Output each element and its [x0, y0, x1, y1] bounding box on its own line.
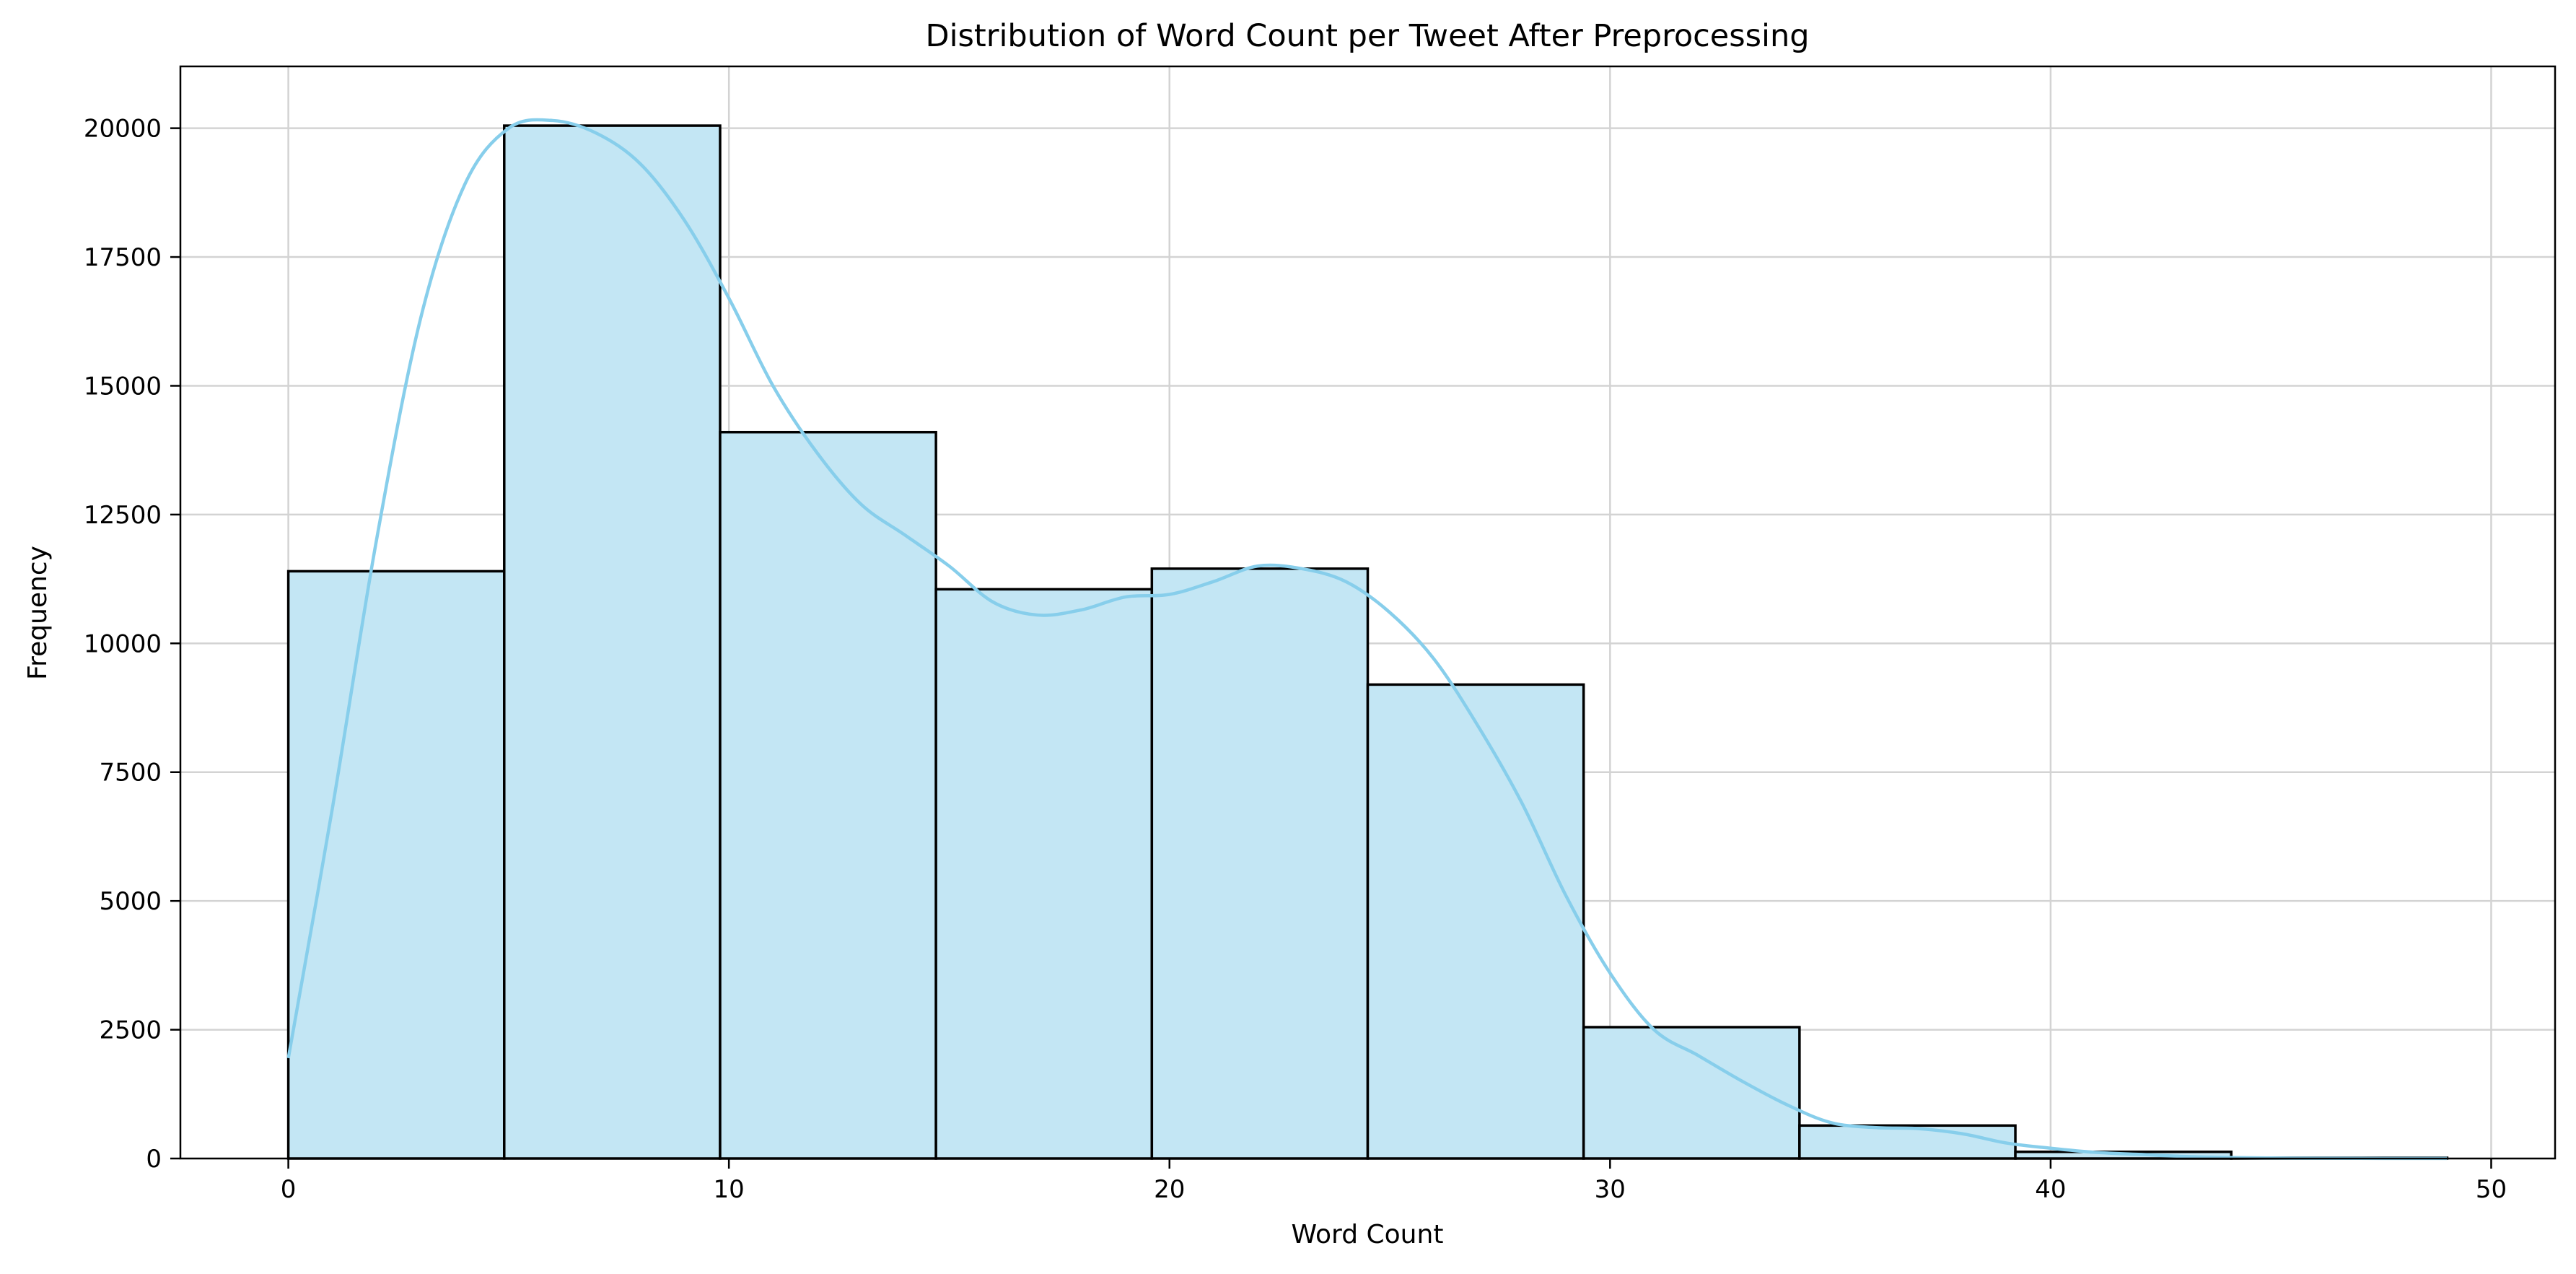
- kde-curve: [286, 118, 2448, 1161]
- plot-frame: [179, 65, 2557, 1160]
- y-tick-label: 12500: [84, 501, 162, 530]
- y-tick-label: 5000: [99, 887, 162, 916]
- y-axis-label: Frequency: [23, 546, 53, 680]
- tick-layer: 0 10 20 30 40 50 0 2500 5000 7500 10000 12500 15000 1…: [84, 115, 2507, 1204]
- histogram-bar: [286, 570, 506, 1160]
- chart-title: Distribution of Word Count per Tweet Aft…: [925, 18, 1809, 54]
- x-tick-label: 20: [1154, 1175, 1185, 1204]
- histogram-bar: [503, 124, 722, 1160]
- x-tick-label: 30: [1595, 1175, 1626, 1204]
- histogram-bar: [1366, 683, 1585, 1160]
- x-axis-label: Word Count: [1292, 1220, 1444, 1249]
- histogram-bar: [719, 430, 937, 1160]
- x-tick-label: 0: [281, 1175, 297, 1204]
- bar-layer: [286, 124, 2449, 1160]
- y-tick-label: 15000: [84, 372, 162, 401]
- y-tick-label: 20000: [84, 115, 162, 144]
- histogram-bar: [1150, 567, 1370, 1160]
- histogram-bar: [1582, 1026, 1801, 1160]
- y-tick-label: 7500: [99, 759, 162, 787]
- y-tick-label: 0: [146, 1145, 162, 1174]
- y-tick-label: 17500: [84, 243, 162, 272]
- histogram-bar: [934, 588, 1154, 1160]
- x-tick-label: 10: [714, 1175, 745, 1204]
- kde-layer: [286, 118, 2448, 1161]
- x-tick-label: 40: [2035, 1175, 2066, 1204]
- y-tick-label: 2500: [99, 1016, 162, 1045]
- x-tick-label: 50: [2476, 1175, 2507, 1204]
- y-tick-label: 10000: [84, 629, 162, 658]
- histogram-bar: [1798, 1124, 2017, 1160]
